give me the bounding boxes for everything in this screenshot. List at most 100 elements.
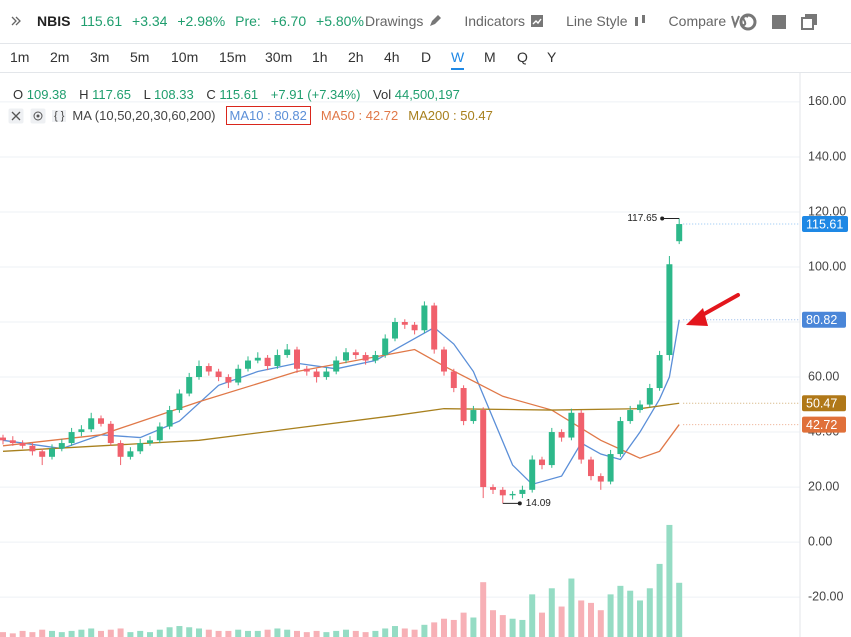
- toolbar: Drawings Indicators Line Style Compare: [365, 13, 751, 29]
- volume-bar: [254, 630, 261, 637]
- candle-body: [666, 264, 673, 356]
- volume-bar: [294, 630, 300, 637]
- indicators-label: Indicators: [464, 13, 526, 29]
- volume-bar: [666, 524, 673, 637]
- pre-change: +6.70: [270, 13, 307, 29]
- expand-icon[interactable]: [10, 15, 22, 27]
- candle-body: [176, 393, 183, 411]
- timeframe[interactable]: 5m: [130, 49, 150, 65]
- ma-name: MA10: [229, 108, 264, 123]
- candle-body: [431, 305, 438, 350]
- candle-body: [19, 443, 26, 446]
- volume-bar: [127, 632, 134, 637]
- price-badge-label: 50.47: [806, 397, 837, 411]
- volume-bar: [646, 588, 653, 637]
- volume-bar: [88, 628, 95, 637]
- candle-body: [490, 487, 496, 490]
- symbol: NBIS: [37, 13, 71, 29]
- timeframe[interactable]: 10m: [171, 49, 199, 65]
- timeframe[interactable]: 30m: [265, 49, 293, 65]
- visibility-icon[interactable]: [30, 108, 46, 124]
- volume-bar: [107, 629, 114, 637]
- ma-value: 80.82: [263, 108, 306, 123]
- candle-body: [372, 355, 379, 361]
- candle-body: [676, 224, 683, 242]
- candle-body: [470, 410, 477, 422]
- indicator-label: MA (10,50,20,30,60,200): [72, 108, 216, 123]
- volume-bar: [431, 622, 438, 637]
- candle-body: [352, 352, 359, 356]
- candle-body: [539, 459, 545, 466]
- timeframe[interactable]: Q: [517, 49, 528, 65]
- candle-body: [529, 459, 536, 490]
- volume-bar: [49, 630, 55, 637]
- volume-bar: [539, 612, 545, 637]
- line-style[interactable]: Line Style: [566, 13, 646, 29]
- volume-bar: [284, 629, 291, 637]
- candle-body: [548, 432, 555, 466]
- y-tick-label: 120.00: [808, 204, 846, 218]
- indicators[interactable]: Indicators: [464, 13, 544, 29]
- low-dot: [517, 501, 522, 506]
- drawings-label: Drawings: [365, 13, 424, 29]
- compare[interactable]: Compare: [669, 13, 752, 29]
- timeframe[interactable]: 4h: [384, 49, 400, 65]
- volume-bar: [352, 630, 359, 637]
- timeframe[interactable]: D: [421, 49, 432, 65]
- window-icon[interactable]: [801, 13, 818, 30]
- volume-bar: [401, 628, 408, 637]
- bar-change: +7.91 (+7.34%): [270, 87, 361, 102]
- price: 115.61: [80, 13, 123, 29]
- last-price-label: 115.61: [806, 217, 843, 231]
- timeframe[interactable]: M: [484, 49, 496, 65]
- candle-body: [88, 418, 95, 430]
- volume-bar: [333, 630, 340, 637]
- pre-change-pct: +5.80%: [316, 13, 364, 29]
- drawings[interactable]: Drawings: [365, 13, 442, 29]
- code-icon[interactable]: { }: [52, 109, 67, 122]
- volume-bar: [421, 624, 428, 637]
- candle-body: [78, 429, 85, 433]
- candle-body: [343, 352, 349, 361]
- timeframe[interactable]: W: [451, 49, 465, 70]
- volume-bar: [343, 629, 349, 637]
- timeframe[interactable]: 2h: [348, 49, 364, 65]
- timeframe[interactable]: 3m: [90, 49, 110, 65]
- price-badge-label: 42.72: [806, 418, 837, 432]
- high-dot: [660, 216, 665, 221]
- high-label: H: [79, 87, 89, 102]
- timeframe[interactable]: Y: [547, 49, 557, 65]
- ma-line: [2, 319, 680, 486]
- volume-bar: [480, 582, 487, 637]
- open: 109.38: [26, 87, 67, 102]
- ma-legend: MA20050.47: [408, 108, 493, 123]
- volume-bar: [29, 632, 36, 637]
- timeframe[interactable]: 1h: [312, 49, 328, 65]
- candle-body: [245, 360, 251, 369]
- timeframe[interactable]: 1m: [10, 49, 30, 65]
- candle-body: [166, 410, 173, 427]
- candle-body: [637, 404, 643, 411]
- volume-bar: [450, 619, 457, 637]
- candle-icon: [634, 15, 645, 26]
- timeframe[interactable]: 15m: [219, 49, 247, 65]
- volume-bar: [617, 585, 624, 637]
- candle-body: [274, 355, 281, 367]
- volume-bar: [225, 630, 232, 637]
- indicator-row: { } MA (10,50,20,30,60,200) MA1080.82 MA5…: [8, 106, 493, 125]
- remove-icon[interactable]: [8, 108, 24, 124]
- volume-bar: [215, 630, 222, 637]
- candle-body: [127, 451, 134, 457]
- candle-layer: 117.65 14.09: [0, 213, 683, 509]
- volume-bar: [656, 563, 663, 637]
- candle-body: [196, 366, 202, 378]
- candle-body: [254, 357, 261, 361]
- volume-bar: [78, 629, 85, 637]
- volume-bar: [548, 588, 555, 637]
- volume-bar: [676, 582, 683, 637]
- timeframe[interactable]: 2m: [50, 49, 70, 65]
- volume-bar: [392, 626, 398, 637]
- fullscreen-icon[interactable]: [771, 14, 787, 30]
- settings-icon[interactable]: [739, 13, 757, 31]
